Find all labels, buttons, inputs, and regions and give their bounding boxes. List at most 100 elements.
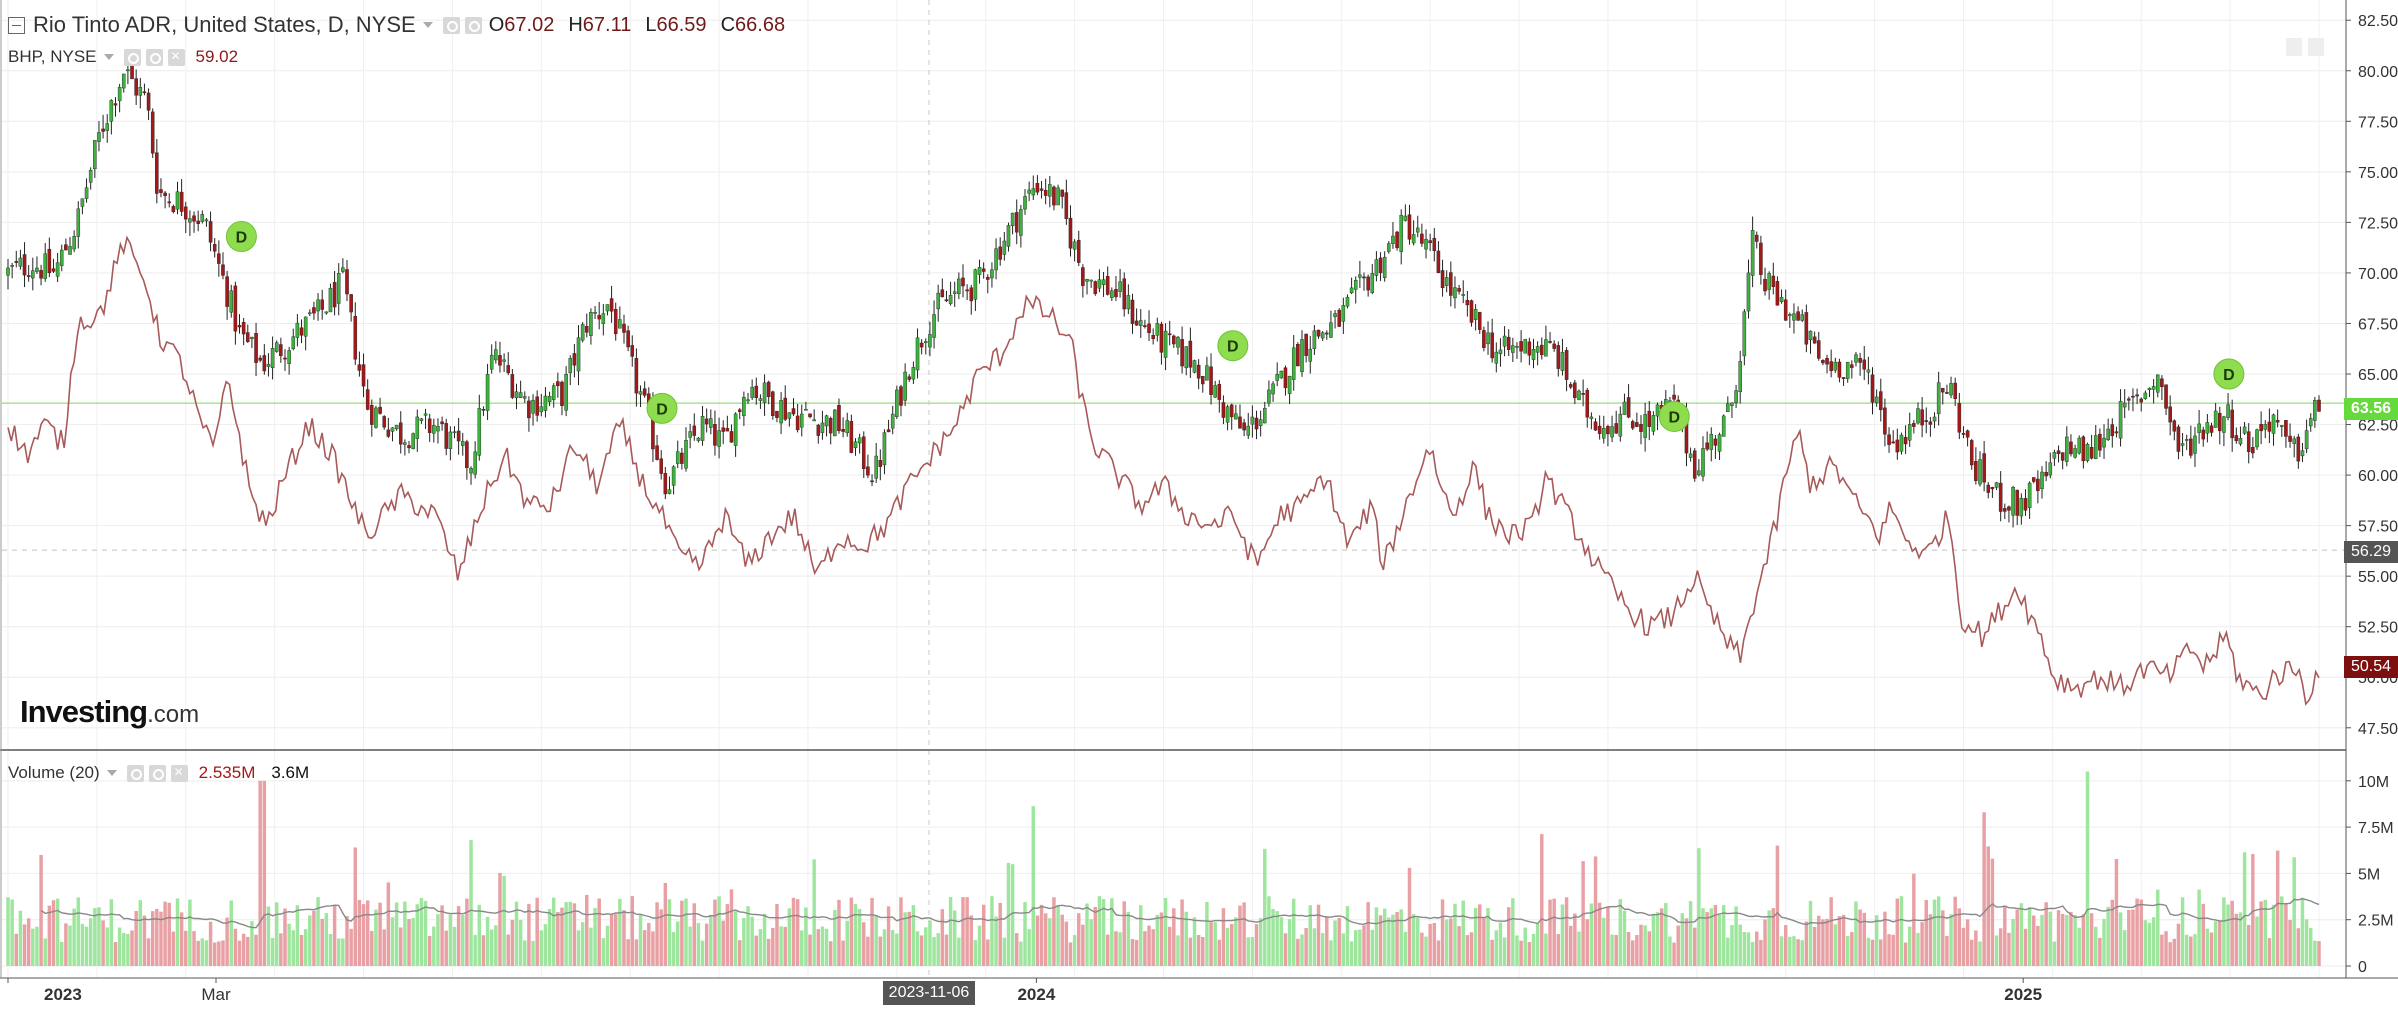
volume-bar: [1630, 940, 1635, 966]
maximize-icon[interactable]: [2308, 38, 2324, 56]
candle-down: [1519, 341, 1523, 352]
volume-bar: [1817, 915, 1821, 966]
candle-down: [626, 330, 630, 348]
volume-bar: [1205, 901, 1209, 966]
candle-down: [299, 327, 304, 336]
candle-down: [2275, 420, 2280, 423]
candle-down: [2267, 421, 2272, 432]
volume-bar: [1382, 908, 1387, 966]
chevron-down-icon[interactable]: [103, 54, 114, 60]
settings-icon[interactable]: [442, 16, 460, 34]
candle-down: [2069, 441, 2073, 455]
volume-bar: [1167, 926, 1172, 966]
gear-icon[interactable]: [148, 764, 166, 782]
candle-down: [159, 189, 163, 193]
compare-value: 59.02: [195, 47, 239, 66]
volume-bar: [250, 921, 254, 966]
volume-bar: [680, 900, 684, 966]
volume-bar: [1738, 924, 1742, 966]
candle-down: [2168, 406, 2172, 423]
volume-bar: [1428, 923, 1432, 966]
close-icon[interactable]: [170, 764, 188, 782]
volume-bar: [1932, 899, 1937, 966]
dividend-marker: [1658, 400, 1690, 432]
volume-bar: [229, 900, 233, 966]
candle-down: [2089, 447, 2094, 459]
candle-down: [150, 111, 155, 154]
candle-down: [212, 244, 217, 252]
compare-symbol[interactable]: BHP, NYSE: [8, 47, 97, 66]
y-tick-label: 72.50: [2358, 215, 2398, 232]
close-icon[interactable]: [167, 48, 185, 66]
volume-bar: [1800, 940, 1804, 966]
candle-up: [448, 431, 453, 449]
volume-bar: [130, 930, 134, 966]
volume-bar: [1172, 908, 1176, 966]
high-value: 67.11: [582, 13, 632, 36]
gear-icon[interactable]: [145, 48, 163, 66]
candle-up: [638, 391, 643, 395]
volume-bar: [399, 927, 403, 966]
volume-bar: [1626, 931, 1631, 966]
volume-bar: [676, 921, 680, 966]
gear-icon[interactable]: [464, 16, 482, 34]
candle-up: [742, 396, 746, 417]
volume-bar: [1395, 912, 1399, 966]
volume-bar: [2267, 938, 2272, 966]
collapse-icon[interactable]: [8, 16, 25, 34]
volume-bar: [1283, 933, 1288, 966]
candle-up: [1721, 415, 1726, 437]
volume-bar: [576, 930, 581, 966]
volume-bar: [2184, 934, 2189, 966]
candle-up: [460, 441, 465, 446]
volume-bar: [361, 904, 366, 966]
chevron-down-icon[interactable]: [422, 22, 433, 28]
candle-up: [1031, 188, 1036, 196]
expand-icon[interactable]: [2286, 38, 2302, 56]
volume-bar: [440, 905, 444, 966]
settings-icon[interactable]: [126, 764, 144, 782]
candle-down: [1229, 404, 1234, 418]
symbol-title[interactable]: Rio Tinto ADR, United States, D, NYSE: [33, 12, 416, 37]
volume-bar: [291, 930, 295, 966]
candle-up: [10, 265, 14, 267]
volume-bar: [427, 935, 432, 966]
volume-bar: [977, 925, 982, 966]
x-tick-label: 2025: [2004, 985, 2042, 1004]
volume-bar: [254, 934, 258, 966]
volume-bar: [283, 908, 287, 966]
volume-bar: [1370, 929, 1375, 966]
candle-up: [295, 322, 300, 338]
candle-up: [1899, 434, 1904, 452]
candle-up: [576, 337, 581, 372]
candle-up: [1907, 424, 1912, 441]
chevron-down-icon[interactable]: [106, 770, 117, 776]
candle-down: [427, 418, 432, 433]
volume-bar: [394, 902, 399, 966]
candle-down: [2139, 398, 2143, 403]
volume-bar: [1949, 914, 1953, 966]
candle-up: [1734, 390, 1738, 404]
volume-title[interactable]: Volume (20): [8, 763, 100, 782]
volume-bar: [952, 910, 957, 966]
settings-icon[interactable]: [123, 48, 141, 66]
candle-down: [899, 386, 903, 406]
candle-down: [527, 400, 531, 419]
candle-down: [196, 220, 200, 224]
candle-down: [1238, 416, 1242, 429]
candle-down: [1506, 336, 1511, 350]
volume-bar: [1391, 914, 1395, 966]
candle-up: [531, 399, 535, 414]
candle-up: [1523, 338, 1528, 354]
volume-bar: [924, 927, 928, 966]
candle-up: [1502, 335, 1507, 347]
candle-down: [361, 364, 366, 387]
volume-bar: [2213, 921, 2218, 966]
y-tick-label: 77.50: [2358, 114, 2398, 131]
volume-bar: [1651, 913, 1656, 966]
volume-bar: [783, 926, 787, 966]
candle-down: [1316, 329, 1321, 337]
candle-down: [1883, 407, 1887, 435]
